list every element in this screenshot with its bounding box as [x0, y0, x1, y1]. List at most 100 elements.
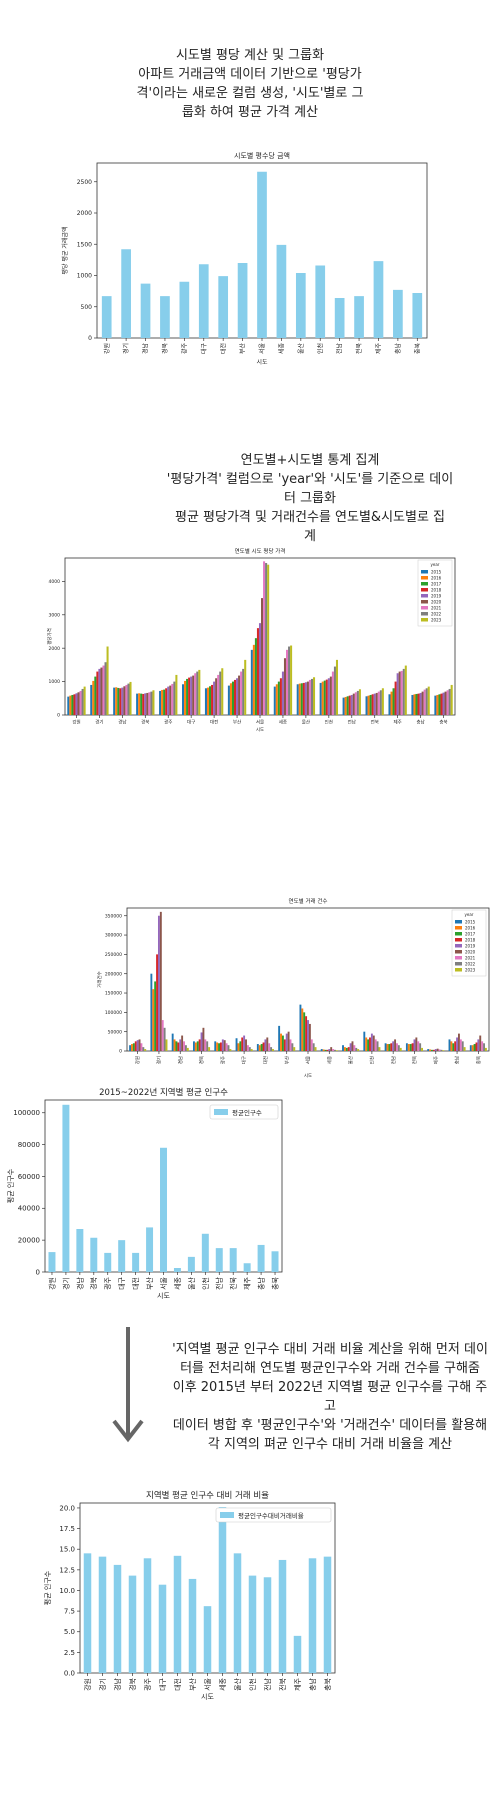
bar [431, 1049, 433, 1051]
bar [215, 678, 218, 715]
x-tick-label: 경북 [162, 343, 169, 355]
x-tick-label: 세종 [278, 343, 286, 355]
x-tick-label: 충북 [413, 343, 421, 355]
bar [234, 679, 237, 715]
bar [148, 692, 151, 715]
bar [144, 1049, 147, 1051]
bar [200, 1032, 203, 1051]
bar [288, 646, 291, 715]
bar [324, 1049, 327, 1051]
x-tick-label: 세종 [326, 1056, 333, 1064]
bar [405, 1043, 408, 1051]
bar [206, 1041, 209, 1051]
x-tick-label: 서울 [256, 719, 264, 726]
bar [194, 1042, 197, 1051]
legend-swatch [455, 956, 462, 960]
y-tick-label: 200000 [105, 971, 122, 977]
bar [173, 1555, 182, 1673]
bar [167, 686, 170, 715]
bar [376, 1041, 379, 1051]
section3-line: '지역별 평균 인구수 대비 거래 비율 계산을 위해 먼저 데이 [172, 1342, 488, 1357]
legend-swatch [421, 594, 428, 598]
bar [121, 249, 131, 338]
y-tick-label: 100000 [13, 1109, 40, 1117]
bar [237, 1043, 240, 1051]
bar [304, 682, 307, 715]
bar [229, 1248, 237, 1272]
legend-title: year [431, 562, 440, 567]
bar [310, 678, 314, 715]
bar [115, 687, 118, 715]
bar [173, 1268, 181, 1272]
bar [427, 1049, 430, 1051]
bar [483, 1043, 485, 1051]
legend-swatch [455, 926, 462, 930]
legend-label: 2016 [465, 926, 476, 931]
bar [94, 676, 97, 715]
x-tick-label: 강원 [83, 1678, 92, 1691]
bar [348, 695, 351, 715]
bar [163, 1027, 166, 1051]
bar [158, 1584, 167, 1673]
bar [278, 1025, 281, 1051]
bar [106, 646, 109, 715]
bar [209, 686, 212, 715]
bar [218, 1043, 220, 1051]
bar [396, 1043, 398, 1051]
bar [352, 693, 355, 715]
chart-title: 시도별 평수당 금액 [234, 151, 290, 160]
x-tick-label: 경남 [75, 1276, 84, 1289]
bar [62, 1104, 70, 1272]
bar [104, 662, 107, 715]
bar [75, 693, 78, 715]
bar [188, 1578, 197, 1673]
bar [369, 694, 372, 715]
bar [221, 1039, 224, 1051]
bar [477, 1039, 480, 1051]
bar [165, 1039, 168, 1051]
y-tick-label: 7.5 [64, 1608, 75, 1616]
bar [132, 1252, 140, 1272]
bar [411, 694, 414, 715]
bar [425, 688, 428, 715]
legend-label: 2017 [465, 932, 476, 937]
bar [413, 694, 416, 715]
bar [250, 649, 253, 715]
x-tick-label: 부산 [145, 1276, 154, 1289]
y-axis-label: 평균 인구수 [6, 1168, 15, 1203]
x-tick-label: 경북 [128, 1677, 137, 1690]
bar [71, 694, 74, 715]
x-tick-label: 광주 [164, 719, 172, 726]
bar [367, 695, 370, 715]
bar [320, 1049, 323, 1051]
bar [217, 674, 220, 715]
x-tick-label: 전북 [229, 1276, 238, 1289]
bar [446, 690, 449, 715]
bar [332, 1049, 335, 1051]
x-tick-label: 인천 [248, 1678, 257, 1691]
section1-line: 아파트 거래금액 데이터 기반으로 '평당가 [138, 67, 362, 82]
bar [281, 671, 284, 715]
bar [237, 263, 248, 338]
bar [456, 1037, 459, 1051]
bar [390, 691, 393, 715]
x-axis-label: 시도 [256, 727, 264, 733]
bar [334, 298, 345, 338]
bar [356, 690, 359, 715]
bar [419, 1043, 422, 1051]
bar [227, 685, 230, 715]
bar [365, 696, 368, 715]
section3-line: 이후 2015년 부터 2022년 지역별 평균 인구수를 구해 주 [172, 1380, 488, 1395]
bar [173, 681, 176, 715]
y-tick-label: 50000 [108, 1029, 122, 1035]
bar [373, 261, 384, 338]
bar [163, 689, 166, 715]
legend-label: 2017 [431, 582, 442, 587]
bar [260, 1044, 263, 1051]
bar [346, 696, 349, 715]
legend-label: 2023 [431, 618, 442, 623]
chart-title: 지역별 평균 인구수 대비 거래 비율 [146, 1490, 269, 1501]
y-tick-label: 1000 [49, 679, 61, 685]
bar [202, 1027, 205, 1051]
